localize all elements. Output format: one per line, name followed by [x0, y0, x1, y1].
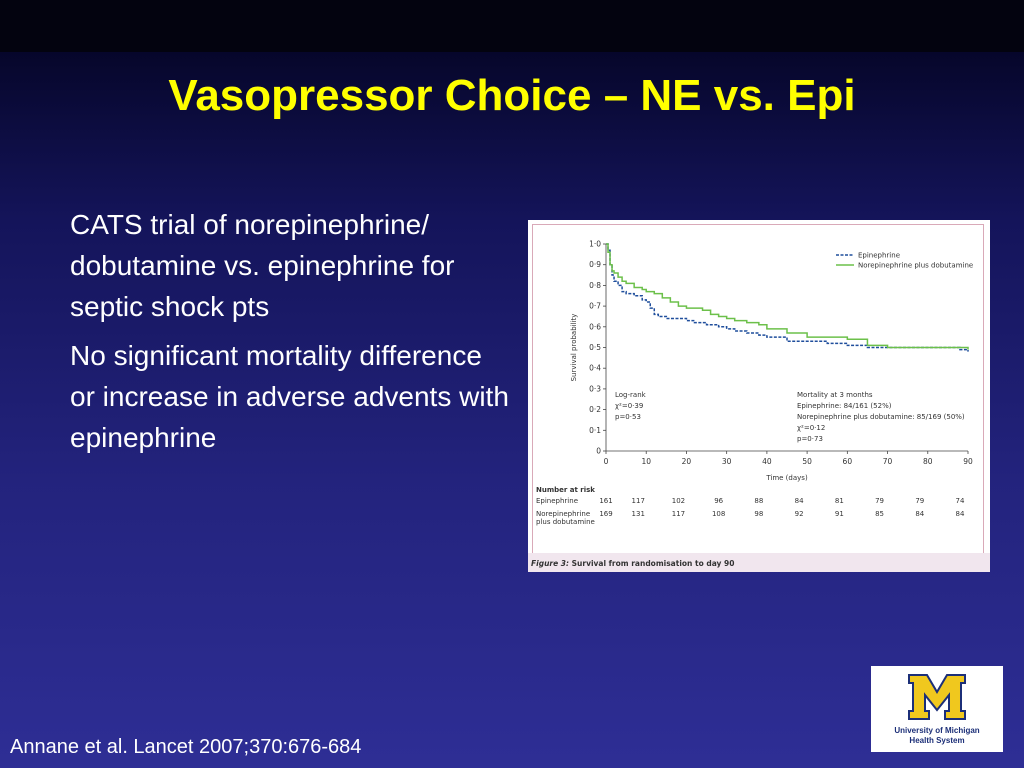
risk-value: 161	[599, 497, 612, 505]
legend-label: Norepinephrine plus dobutamine	[858, 262, 973, 270]
x-tick-label: 0	[604, 457, 609, 466]
figure-caption: Figure 3: Survival from randomisation to…	[531, 559, 735, 568]
y-tick-label: 0·4	[589, 364, 601, 373]
survival-chart: 0 0·1 0·2 0·3 0·4 0·5 0·6 0·7 0·8 0·9 1·0 0 10 20 30 40…	[528, 240, 990, 572]
y-tick-label: 0·1	[589, 426, 601, 435]
x-tick-label: 50	[802, 457, 812, 466]
y-tick-label: 0·2	[589, 405, 601, 414]
risk-value: 91	[835, 510, 844, 518]
citation: Annane et al. Lancet 2007;370:676-684	[10, 736, 362, 758]
top-band	[0, 0, 1024, 52]
y-tick-label: 0·6	[589, 322, 601, 331]
risk-value: 74	[956, 497, 965, 505]
risk-row-label: plus dobutamine	[536, 518, 595, 526]
mortality-text: p=0·73	[797, 435, 823, 443]
risk-value: 79	[915, 497, 924, 505]
bullet-no-difference: No significant mortality difference or i…	[70, 340, 509, 453]
mortality-text: Epinephrine: 84/161 (52%)	[797, 402, 892, 410]
risk-value: 117	[672, 510, 685, 518]
x-axis-title: Time (days)	[765, 474, 808, 482]
risk-value: 92	[795, 510, 804, 518]
risk-value: 102	[672, 497, 685, 505]
x-tick-label: 90	[963, 457, 973, 466]
risk-value: 117	[632, 497, 645, 505]
legend-label: Epinephrine	[858, 252, 900, 260]
risk-value: 81	[835, 497, 844, 505]
risk-value: 84	[915, 510, 924, 518]
y-tick-label: 0·5	[589, 343, 601, 352]
y-tick-label: 0·3	[589, 384, 601, 393]
x-tick-label: 20	[682, 457, 692, 466]
risk-value: 96	[714, 497, 723, 505]
risk-value: 79	[875, 497, 884, 505]
y-tick-label: 0·8	[589, 281, 601, 290]
logrank-text: p=0·53	[615, 413, 641, 421]
risk-value: 85	[875, 510, 884, 518]
risk-row-label: Epinephrine	[536, 497, 578, 505]
mortality-text: Norepinephrine plus dobutamine: 85/169 (…	[797, 413, 965, 421]
risk-value: 84	[795, 497, 804, 505]
y-tick-label: 0·9	[589, 260, 601, 269]
mortality-text: Mortality at 3 months	[797, 391, 873, 399]
risk-value: 131	[632, 510, 645, 518]
y-axis-title: Survival probability	[570, 314, 578, 382]
y-tick-label: 0	[596, 447, 601, 456]
x-tick-label: 40	[762, 457, 772, 466]
block-m-icon	[908, 674, 966, 720]
bullet-list: CATS trial of norepinephrine/ dobutamine…	[70, 204, 510, 466]
risk-value: 108	[712, 510, 725, 518]
logrank-text: χ²=0·39	[615, 402, 643, 410]
logo-line-1: University of Michigan	[894, 726, 980, 735]
slide-title: Vasopressor Choice – NE vs. Epi	[168, 71, 856, 120]
mortality-text: χ²=0·12	[797, 424, 825, 432]
logrank-text: Log-rank	[615, 391, 647, 399]
survival-figure: 0 0·1 0·2 0·3 0·4 0·5 0·6 0·7 0·8 0·9 1·0 0 10 20 30 40…	[528, 220, 990, 572]
series-line-norepinephrine	[606, 243, 969, 350]
university-logo: University of Michigan Health System	[871, 666, 1003, 752]
risk-value: 88	[754, 497, 763, 505]
caption-text: Survival from randomisation to day 90	[569, 559, 734, 568]
risk-value: 98	[754, 510, 763, 518]
x-tick-label: 60	[843, 457, 853, 466]
y-tick-label: 1·0	[589, 240, 601, 249]
x-tick-label: 70	[883, 457, 893, 466]
caption-prefix: Figure 3:	[531, 559, 569, 568]
logo-line-2: Health System	[909, 736, 965, 745]
series-line-epinephrine	[606, 243, 969, 352]
block-m-shape	[908, 674, 966, 720]
risk-value: 84	[956, 510, 965, 518]
caption-band	[528, 553, 990, 572]
y-tick-label: 0·7	[589, 302, 601, 311]
risk-row-label: Norepinephrine	[536, 510, 590, 518]
bullet-cats-trial: CATS trial of norepinephrine/ dobutamine…	[70, 209, 455, 322]
x-tick-label: 30	[722, 457, 732, 466]
x-tick-label: 80	[923, 457, 933, 466]
risk-value: 169	[599, 510, 612, 518]
x-tick-label: 10	[641, 457, 651, 466]
number-at-risk-title: Number at risk	[536, 486, 595, 494]
